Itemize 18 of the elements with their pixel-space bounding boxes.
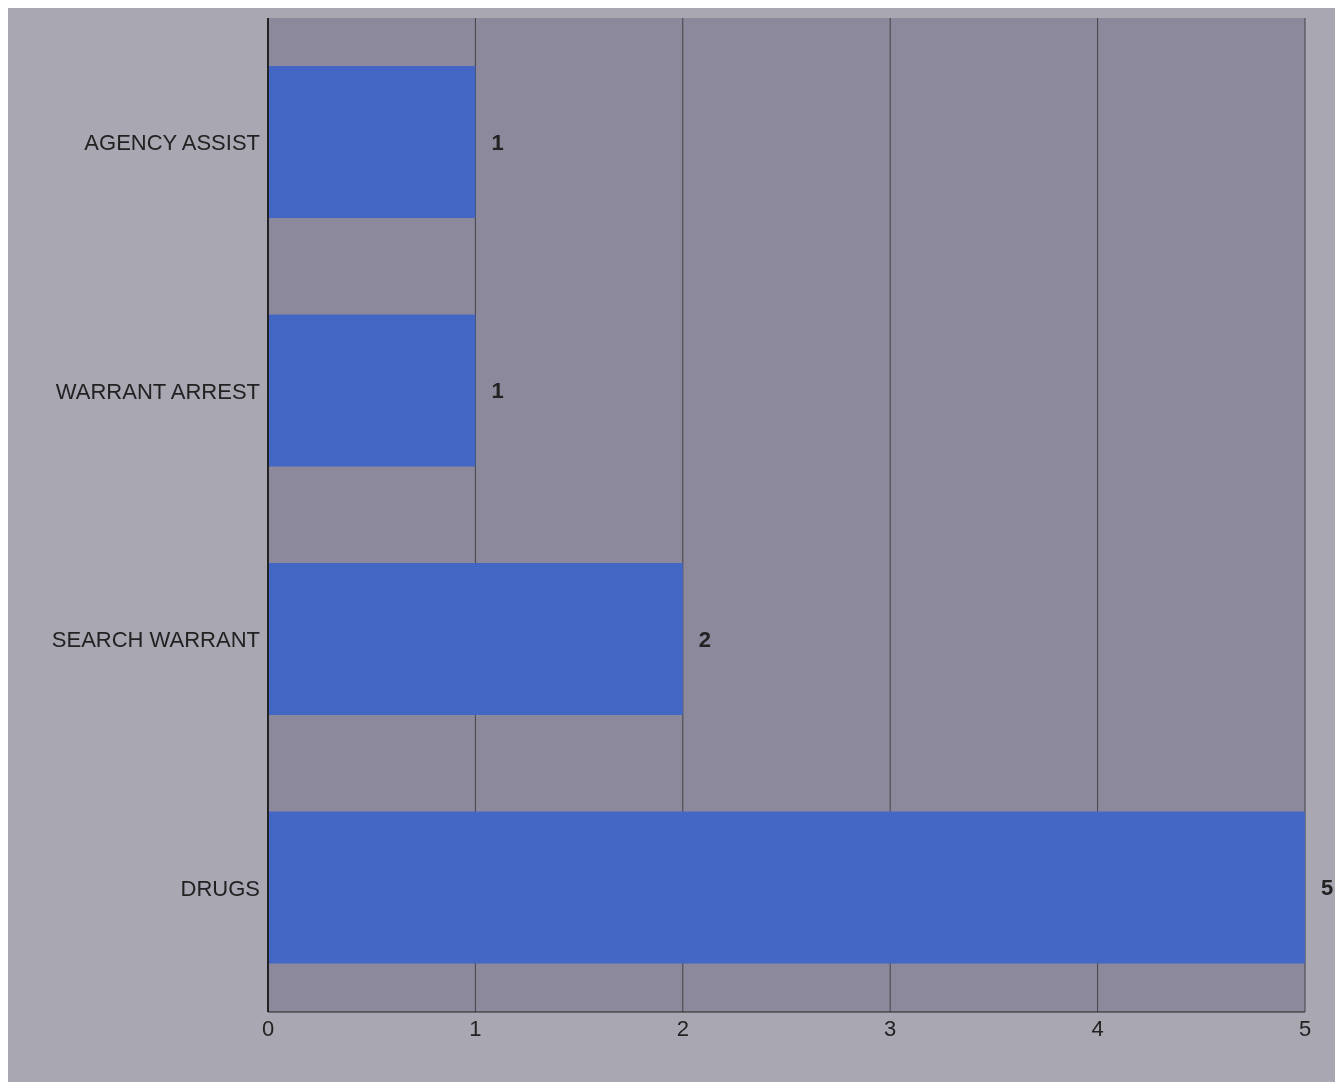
data-label: 1 xyxy=(491,129,504,155)
x-tick-label: 5 xyxy=(1298,1015,1312,1041)
bar xyxy=(268,66,476,218)
data-label: 2 xyxy=(698,626,712,652)
data-label: 5 xyxy=(1321,875,1334,901)
x-tick-label: 2 xyxy=(676,1015,689,1041)
x-tick-label: 4 xyxy=(1091,1015,1104,1041)
x-tick-label: 0 xyxy=(261,1015,275,1041)
y-tick-label: DRUGS xyxy=(180,875,260,901)
y-tick-label: SEARCH WARRANT xyxy=(51,627,260,653)
bar xyxy=(268,563,683,715)
data-label: 1 xyxy=(491,378,504,404)
y-tick-label: AGENCY ASSIST xyxy=(84,130,260,156)
bar xyxy=(268,314,476,467)
x-tick-label: 3 xyxy=(884,1015,897,1041)
y-tick-label: WARRANT ARREST xyxy=(55,378,260,404)
bar xyxy=(268,811,1305,964)
x-tick-label: 1 xyxy=(469,1015,482,1041)
